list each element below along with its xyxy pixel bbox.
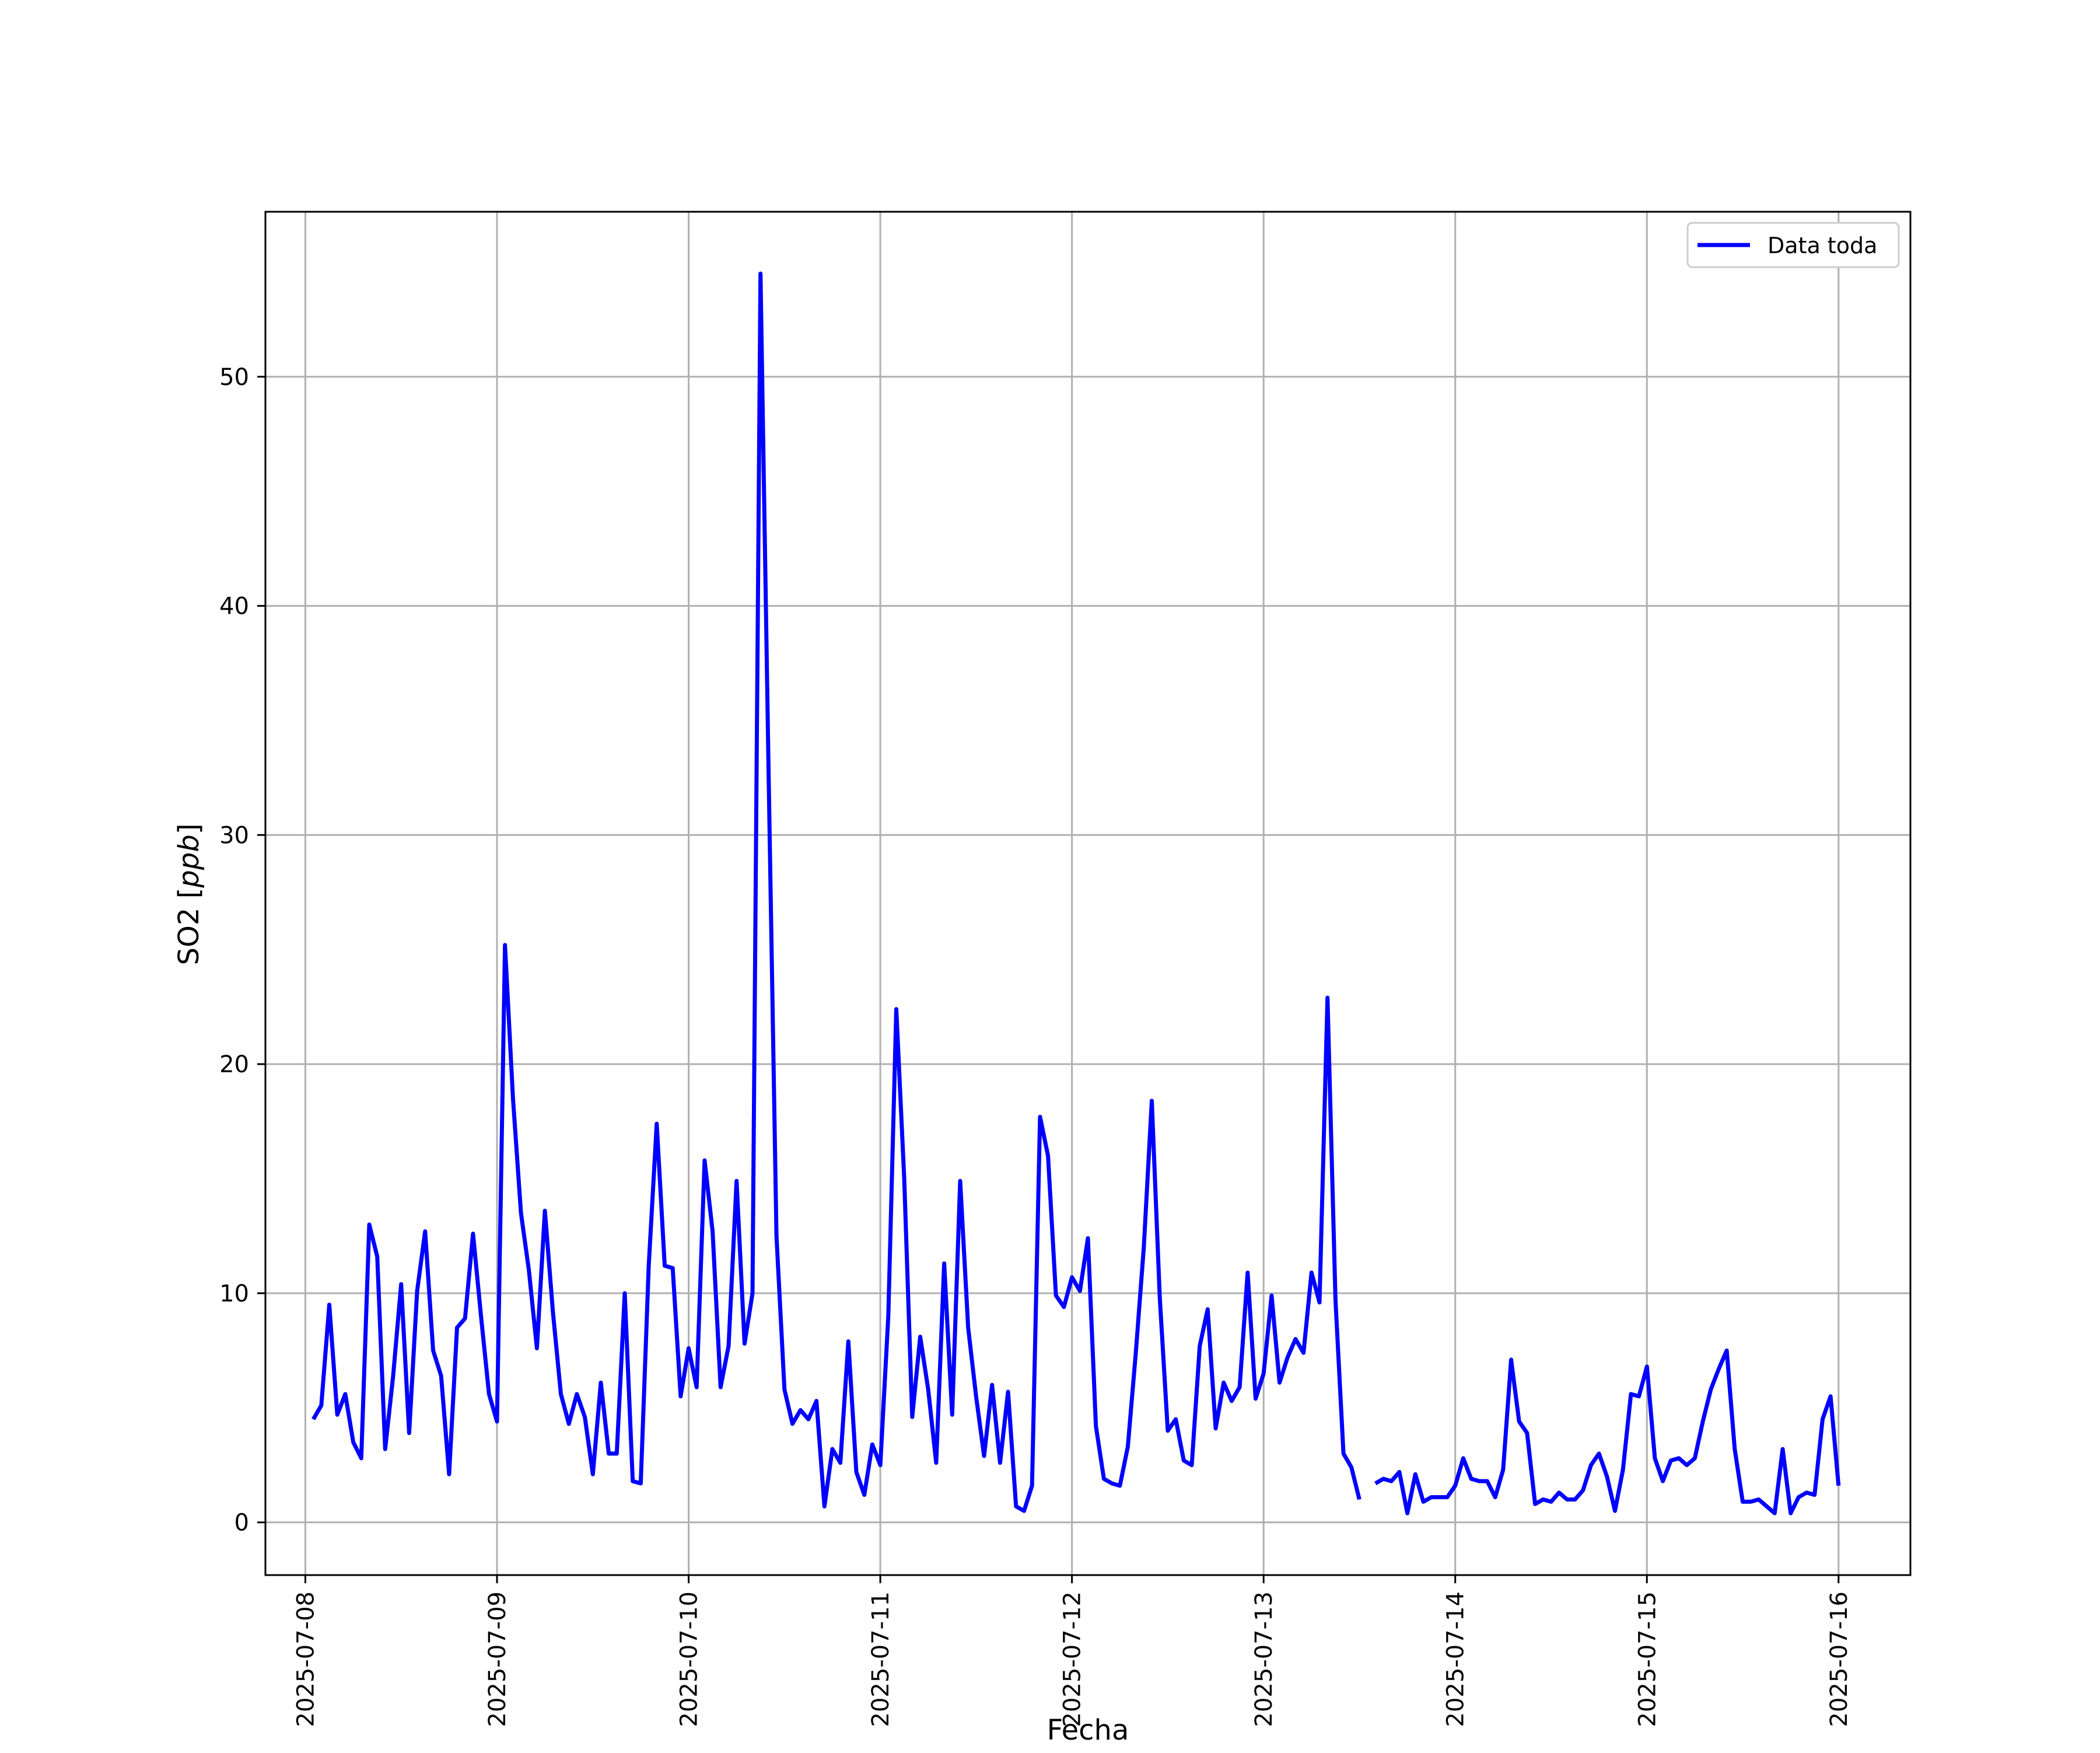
y-tick-label: 20	[219, 1051, 249, 1078]
x-tick-label: 2025-07-11	[867, 1591, 894, 1727]
y-tick-label: 40	[219, 593, 249, 620]
x-tick-label: 2025-07-12	[1059, 1591, 1086, 1727]
x-tick-label: 2025-07-16	[1826, 1591, 1853, 1727]
y-axis-label-close: ]	[173, 824, 205, 835]
series-line	[312, 271, 1362, 1513]
series-layer	[312, 271, 1841, 1516]
x-axis-label: Fecha	[1047, 1714, 1129, 1747]
y-tick-label: 10	[219, 1280, 249, 1307]
legend-label: Data toda	[1768, 233, 1877, 258]
legend-box	[1686, 222, 1900, 268]
x-tick-label: 2025-07-10	[676, 1591, 703, 1727]
series-line	[1374, 1348, 1841, 1516]
grid	[265, 212, 1910, 1575]
x-tick-label: 2025-07-08	[292, 1591, 319, 1727]
legend: Data toda	[1686, 222, 1900, 268]
y-tick-label: 0	[235, 1510, 249, 1537]
x-tick-label: 2025-07-14	[1443, 1591, 1469, 1727]
x-tick-label: 2025-07-15	[1634, 1591, 1661, 1727]
x-tick-label: 2025-07-09	[484, 1591, 511, 1727]
ticks: 2025-07-08 2025-07-09 2025-07-10 2025-07-11…	[219, 364, 1853, 1727]
y-axis-label-main: SO2 [	[173, 888, 205, 965]
y-axis-label: SO2 [ppb]	[173, 824, 205, 965]
y-tick-label: 50	[219, 364, 249, 391]
plot-frame	[264, 211, 1912, 1576]
x-tick-label: 2025-07-13	[1251, 1591, 1278, 1727]
y-tick-label: 30	[219, 822, 249, 849]
y-axis-label-unit: ppb	[173, 834, 205, 888]
